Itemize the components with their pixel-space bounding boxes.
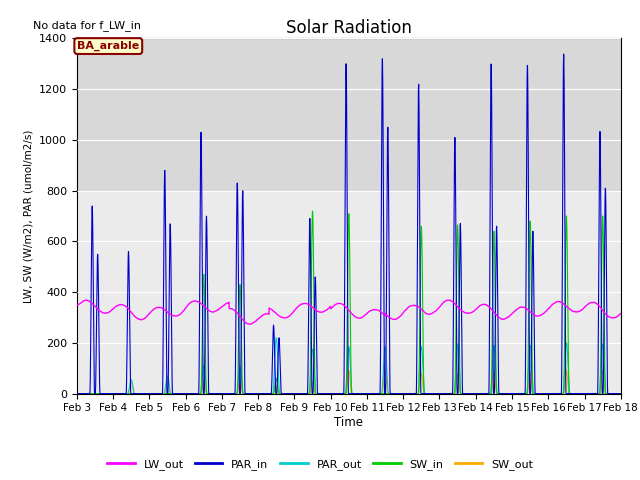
Text: BA_arable: BA_arable — [77, 41, 140, 51]
Y-axis label: LW, SW (W/m2), PAR (umol/m2/s): LW, SW (W/m2), PAR (umol/m2/s) — [24, 129, 33, 303]
Text: No data for f_LW_in: No data for f_LW_in — [33, 20, 141, 31]
X-axis label: Time: Time — [334, 416, 364, 429]
Legend: LW_out, PAR_in, PAR_out, SW_in, SW_out: LW_out, PAR_in, PAR_out, SW_in, SW_out — [102, 455, 538, 474]
Bar — [77, 26, 621, 191]
Title: Solar Radiation: Solar Radiation — [286, 19, 412, 37]
